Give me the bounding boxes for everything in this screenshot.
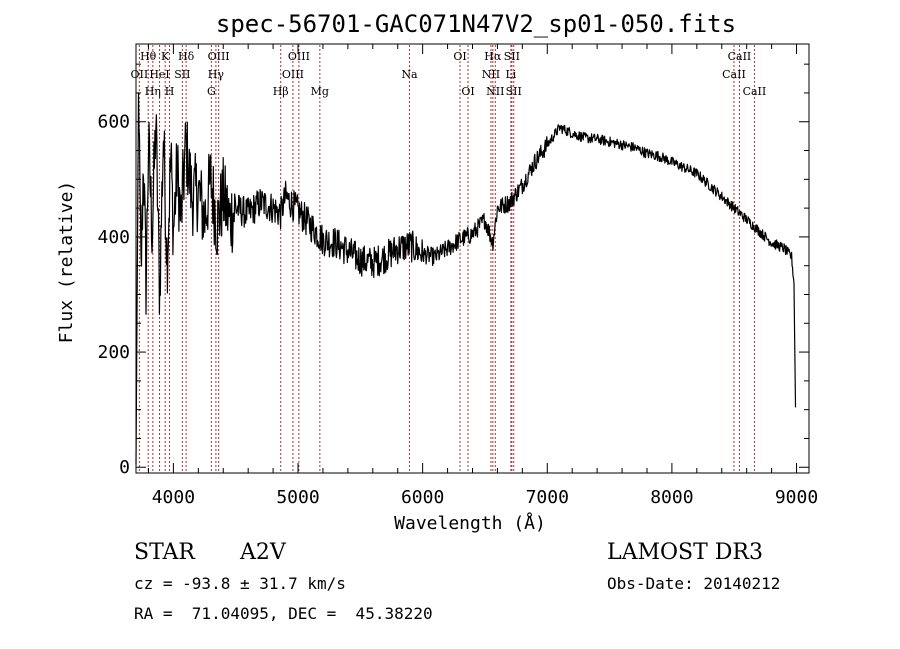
spectral-line-label: CaII [722, 68, 746, 81]
y-tick-label: 600 [97, 112, 130, 133]
spectral-line-labels: OII Hθ Hη HeI K H SII Hδ G Hγ OIII Hβ OIII OIII Mg Na OI… [131, 50, 767, 98]
spectral-line-label: SII [506, 85, 522, 98]
object-class: STAR [134, 540, 195, 565]
y-axis-label: Flux (relative) [56, 181, 77, 344]
spectral-line-label: OIII [282, 68, 304, 81]
spectral-line-label: OIII [288, 50, 310, 63]
obs-date-text: Obs-Date: 20140212 [607, 574, 781, 593]
x-tick-label: 4000 [152, 487, 195, 508]
spectral-line-label: OI [453, 50, 466, 63]
spectral-line-label: OI [461, 85, 474, 98]
spectral-line-label: NII [486, 85, 504, 98]
spectral-line-label: Hβ [273, 85, 289, 98]
spectral-line-label: SII [174, 68, 190, 81]
spectral-line-label: Hθ [140, 50, 157, 63]
spectral-line-label: Hγ [208, 68, 225, 81]
spectral-line-label: Hη [145, 85, 161, 98]
y-tick-label: 200 [97, 342, 130, 363]
x-tick-label: 9000 [775, 487, 818, 508]
x-axis-label: Wavelength (Å) [394, 512, 546, 534]
spectral-line-label: K [161, 50, 170, 63]
spectral-line-label: G [207, 85, 216, 98]
spectral-line-label: OII [131, 68, 149, 81]
y-tick-labels: 0 200 400 600 [97, 112, 130, 479]
x-tick-label: 5000 [276, 487, 319, 508]
y-tick-label: 400 [97, 227, 130, 248]
coordinates-text: RA = 71.04095, DEC = 45.38220 [134, 604, 433, 623]
spectrum-series-line [135, 92, 797, 465]
spectral-line-label: OIII [208, 50, 230, 63]
spectral-line-label: Hδ [178, 50, 195, 63]
spectral-line-label: Mg [311, 85, 329, 98]
object-subclass: A2V [240, 540, 286, 565]
axis-ticks [136, 44, 809, 473]
spectral-line-label: CaII [743, 85, 767, 98]
spectral-line-label: NII [482, 68, 500, 81]
spectral-line-label: Hα [484, 50, 502, 63]
spectral-line-label: HeI [149, 68, 169, 81]
y-tick-label: 0 [119, 457, 130, 478]
plot-frame [135, 43, 810, 474]
spectral-line-label: SII [504, 50, 520, 63]
redshift-text: cz = -93.8 ± 31.7 km/s [134, 574, 346, 593]
chart-title: spec-56701-GAC071N47V2_sp01-050.fits [216, 10, 736, 38]
spectral-line-label: Na [401, 68, 418, 81]
spectral-line-label: CaII [728, 50, 752, 63]
x-tick-labels: 4000 5000 6000 7000 8000 9000 [152, 487, 819, 508]
x-tick-label: 8000 [650, 487, 693, 508]
spectral-line-label: H [165, 85, 175, 98]
x-tick-label: 6000 [401, 487, 444, 508]
spectral-line-markers [138, 45, 755, 472]
survey-name: LAMOST DR3 [607, 540, 763, 565]
spectral-line-label: Li [505, 68, 516, 81]
x-tick-label: 7000 [526, 487, 569, 508]
